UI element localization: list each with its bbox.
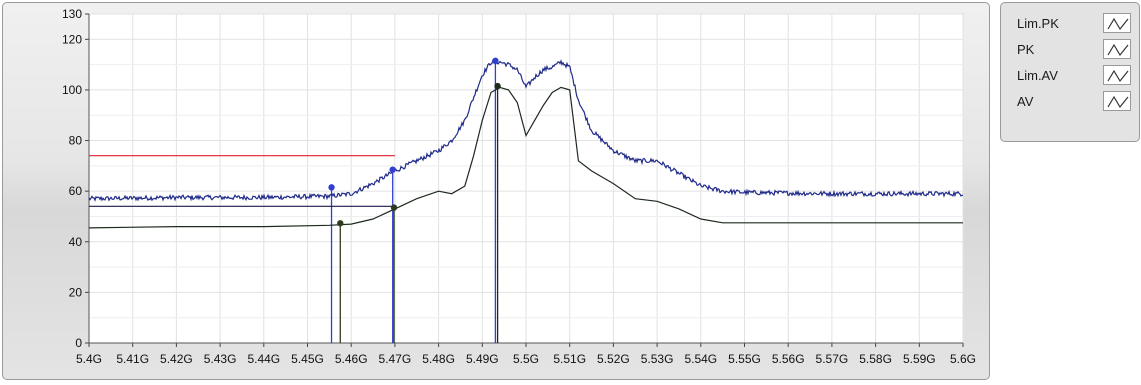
x-tick-label: 5.41G	[116, 352, 149, 366]
x-tick-label: 5.57G	[816, 352, 849, 366]
y-tick-label: 60	[69, 184, 83, 198]
plot-style-icon[interactable]	[1103, 13, 1131, 33]
legend-label-lim-av: Lim.AV	[1017, 68, 1058, 83]
series-pk	[88, 58, 964, 202]
legend-item-lim-av[interactable]: Lim.AV	[1007, 63, 1135, 87]
x-tick-label: 5.54G	[684, 352, 717, 366]
y-tick-label: 0	[75, 336, 82, 350]
y-tick-label: 40	[69, 235, 83, 249]
x-tick-label: 5.46G	[335, 352, 368, 366]
marker-point	[494, 82, 501, 90]
x-tick-label: 5.42G	[160, 352, 193, 366]
x-tick-label: 5.53G	[641, 352, 674, 366]
legend-item-pk[interactable]: PK	[1007, 37, 1135, 61]
x-tick-label: 5.48G	[422, 352, 455, 366]
x-tick-label: 5.52G	[597, 352, 630, 366]
y-tick-label: 130	[62, 7, 82, 21]
x-tick-label: 5.51G	[553, 352, 586, 366]
marker-point	[337, 220, 344, 227]
y-tick-label: 80	[69, 134, 83, 148]
legend-label-av: AV	[1017, 94, 1034, 109]
x-tick-label: 5.4G	[76, 352, 102, 366]
y-tick-label: 120	[62, 32, 82, 46]
series-av	[88, 86, 963, 229]
spectrum-chart: 5.4G 5.41G 5.42G 5.43G 5.44G 5.45G 5.46G 5.47G 5…	[62, 7, 976, 366]
x-tick-label: 5.5G	[513, 352, 539, 366]
legend-label-pk: PK	[1017, 42, 1035, 57]
legend-item-av[interactable]: AV	[1007, 89, 1135, 113]
y-tick-label: 20	[69, 285, 83, 299]
x-tick-label: 5.47G	[379, 352, 412, 366]
marker-point	[492, 57, 499, 65]
x-tick-label: 5.43G	[204, 352, 237, 366]
plot-style-icon[interactable]	[1103, 91, 1131, 111]
legend-label-lim-pk: Lim.PK	[1017, 16, 1059, 31]
marker-point	[328, 184, 335, 191]
x-tick-label: 5.6G	[950, 352, 976, 366]
x-tick-label: 5.55G	[728, 352, 761, 366]
plot-legend: Lim.PK PK Lim.AV AV	[1000, 2, 1140, 142]
plot-style-icon[interactable]	[1103, 39, 1131, 59]
x-tick-label: 5.58G	[859, 352, 892, 366]
x-tick-label: 5.56G	[772, 352, 805, 366]
plot-style-icon[interactable]	[1103, 65, 1131, 85]
x-tick-label: 5.59G	[903, 352, 936, 366]
x-tick-label: 5.49G	[466, 352, 499, 366]
marker-point	[390, 204, 398, 211]
x-tick-label: 5.45G	[291, 352, 324, 366]
marker-point	[389, 166, 396, 173]
legend-item-lim-pk[interactable]: Lim.PK	[1007, 11, 1135, 35]
x-tick-label: 5.44G	[247, 352, 280, 366]
y-tick-label: 100	[62, 83, 82, 97]
